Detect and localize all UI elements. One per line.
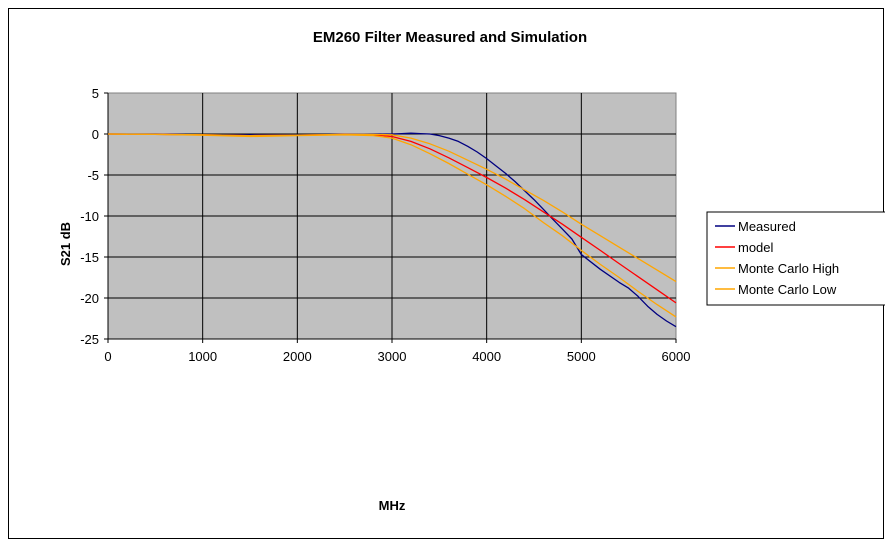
chart-title: EM260 Filter Measured and Simulation bbox=[313, 29, 587, 46]
y-tick-label: -15 bbox=[80, 250, 99, 265]
x-tick-label: 4000 bbox=[472, 349, 501, 364]
legend: Measured model Monte Carlo High Monte Carlo… bbox=[706, 211, 885, 306]
legend-box bbox=[706, 211, 885, 306]
x-tick-label: 5000 bbox=[567, 349, 596, 364]
legend-label: model bbox=[738, 240, 774, 255]
y-axis-label: S21 dB bbox=[58, 222, 73, 266]
plot-area bbox=[107, 92, 677, 340]
x-tick-label: 0 bbox=[104, 349, 111, 364]
y-tick-label: -10 bbox=[80, 209, 99, 224]
x-axis-label: MHz bbox=[379, 498, 406, 513]
legend-label: Monte Carlo High bbox=[738, 261, 839, 276]
x-axis-ticks: 0 1000 2000 3000 4000 5000 6000 bbox=[104, 339, 690, 364]
x-tick-label: 6000 bbox=[662, 349, 691, 364]
legend-label: Monte Carlo Low bbox=[738, 282, 837, 297]
x-tick-label: 3000 bbox=[378, 349, 407, 364]
y-tick-label: -25 bbox=[80, 332, 99, 347]
x-tick-label: 2000 bbox=[283, 349, 312, 364]
x-tick-label: 1000 bbox=[188, 349, 217, 364]
y-tick-label: 0 bbox=[92, 127, 99, 142]
y-tick-label: -20 bbox=[80, 291, 99, 306]
series-lines bbox=[107, 132, 677, 328]
y-axis-ticks: 5 0 -5 -10 -15 -20 -25 bbox=[80, 86, 108, 347]
y-tick-label: -5 bbox=[87, 168, 99, 183]
y-tick-label: 5 bbox=[92, 86, 99, 101]
legend-label: Measured bbox=[738, 219, 796, 234]
series-line-monte-carlo-low bbox=[107, 133, 677, 318]
